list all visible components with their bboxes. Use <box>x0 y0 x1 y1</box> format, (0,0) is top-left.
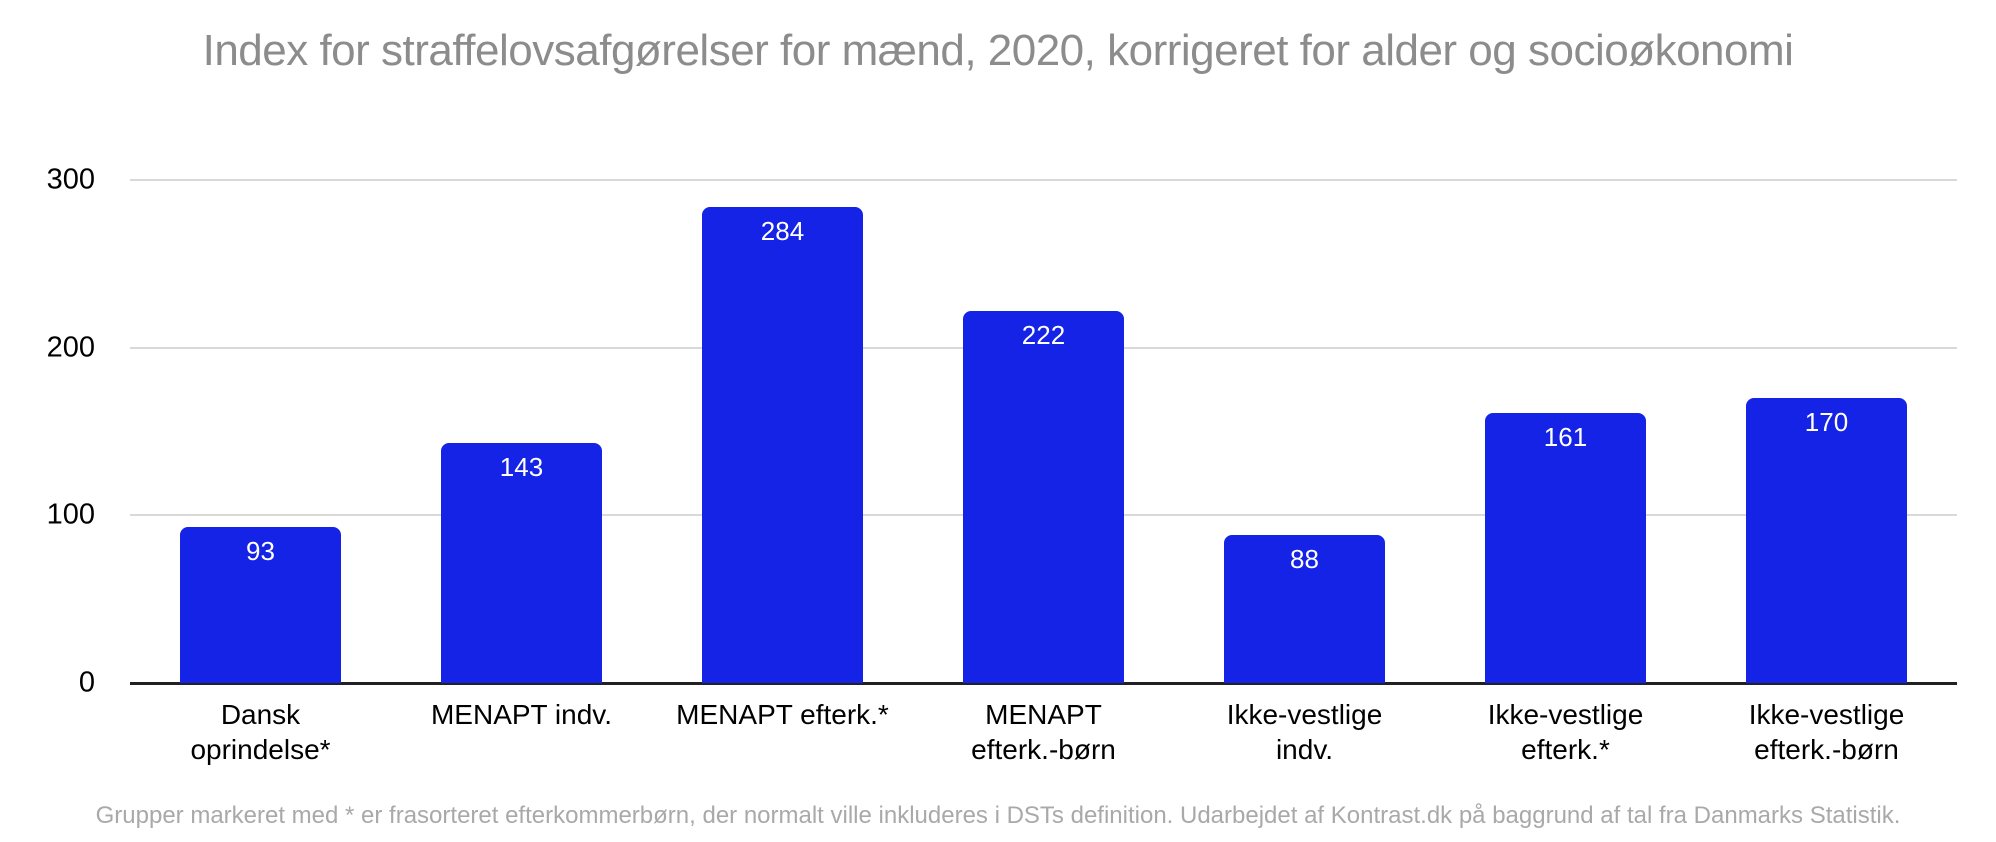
bar-4: 222 <box>962 310 1125 683</box>
bar-2: 143 <box>440 443 603 683</box>
x-category-label: Dansk oprindelse* <box>190 699 331 765</box>
bar-3: 284 <box>701 206 864 683</box>
bar-column: 284 <box>652 180 913 683</box>
bar-column: 170 <box>1696 180 1957 683</box>
gridline <box>130 179 1957 181</box>
bar-column: 93 <box>130 180 391 683</box>
bar-column: 161 <box>1435 180 1696 683</box>
y-tick-label: 100 <box>46 498 95 531</box>
y-tick-label: 200 <box>46 331 95 364</box>
x-category-label: Ikke-vestlige indv. <box>1226 699 1383 765</box>
y-tick-label: 0 <box>78 666 95 699</box>
footnote: Grupper markeret med * er frasorteret ef… <box>95 802 1901 829</box>
bar-column: 222 <box>913 180 1174 683</box>
bar-6: 161 <box>1484 413 1647 683</box>
chart-title: Index for straffelovsafgørelser for mænd… <box>202 26 1794 75</box>
bar-value-label: 93 <box>246 536 275 567</box>
plot-area: 93 143 284 222 88 161 170 <box>130 179 1957 685</box>
x-category-label: Ikke-vestlige efterk.-børn <box>1748 699 1905 765</box>
bar-value-label: 161 <box>1543 422 1588 453</box>
bar-7: 170 <box>1745 397 1908 683</box>
x-category-label: MENAPT indv. <box>430 699 612 730</box>
bar-value-label: 143 <box>499 452 544 483</box>
bar-column: 88 <box>1174 180 1435 683</box>
x-axis-baseline <box>130 682 1957 685</box>
bar-5: 88 <box>1223 535 1386 683</box>
bar-series: 93 143 284 222 88 161 170 <box>130 180 1957 683</box>
bar-1: 93 <box>179 527 342 683</box>
y-tick-label: 300 <box>46 163 95 196</box>
y-axis: 300 200 100 0 <box>0 164 130 699</box>
bar-value-label: 170 <box>1804 406 1849 437</box>
bar-column: 143 <box>391 180 652 683</box>
x-axis-labels: Dansk oprindelse* MENAPT indv. MENAPT efter… <box>130 697 1957 767</box>
x-category-label: Ikke-vestlige efterk.* <box>1487 699 1644 765</box>
bar-value-label: 222 <box>1021 319 1066 350</box>
x-category-label: MENAPT efterk.* <box>676 699 889 730</box>
bar-value-label: 284 <box>760 215 805 246</box>
x-category-label: MENAPT efterk.-børn <box>971 699 1116 765</box>
bar-value-label: 88 <box>1290 544 1319 575</box>
